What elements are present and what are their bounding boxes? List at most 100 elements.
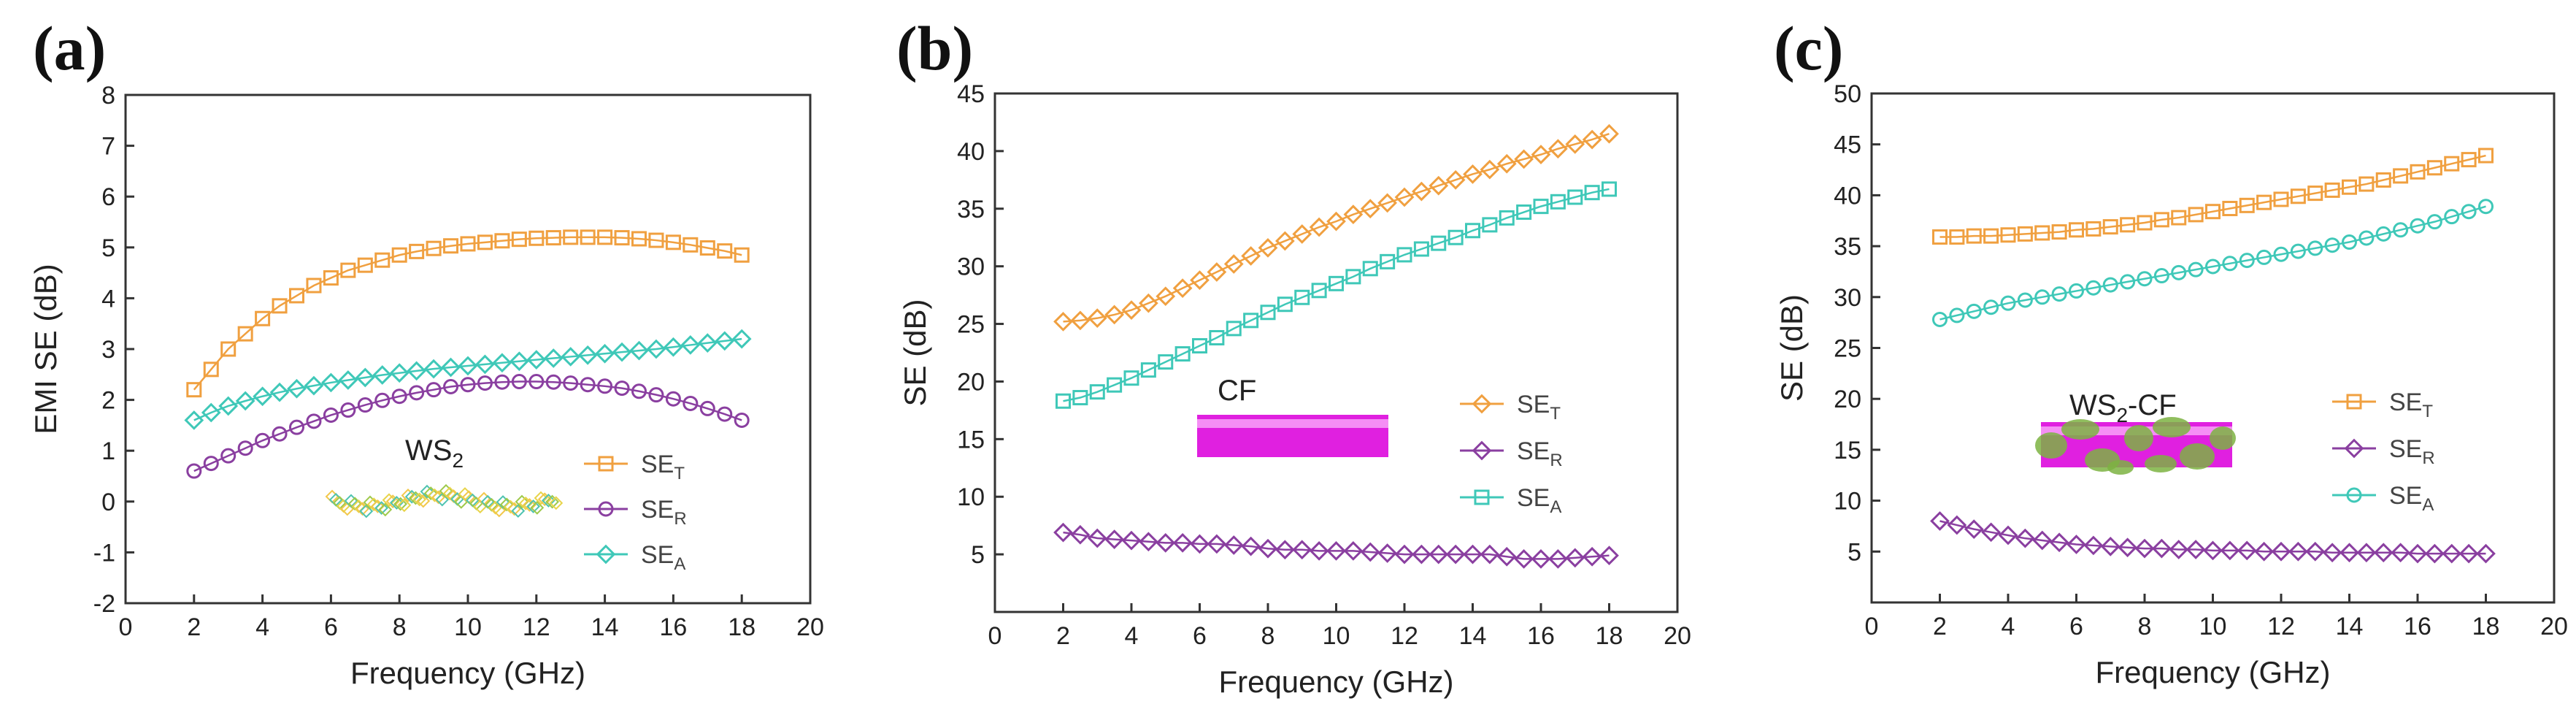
y-tick-label: 40 [957,138,985,166]
data-point [1121,300,1142,320]
data-point [272,298,288,314]
data-point [423,359,444,379]
data-point [2205,204,2221,220]
data-point [289,419,304,435]
inset-illustration: WS2 [325,435,564,518]
inset-label: CF [1218,375,1256,407]
data-point [2356,543,2377,563]
data-point [1496,546,1517,567]
y-tick-label: 50 [1834,80,1861,108]
x-tick-label: 16 [1527,622,1555,650]
inset-illustration: WS2-CF [2035,389,2236,475]
data-point [1292,224,1312,244]
x-tick-label: 6 [1193,622,1207,650]
data-point [2458,543,2479,564]
y-tick-label: 4 [101,285,115,313]
data-point [2120,274,2136,290]
x-tick-label: 14 [591,613,619,641]
data-point [2393,222,2409,238]
data-point [1277,296,1293,313]
inset-illustration: CF [1197,375,1388,457]
data-point [1123,370,1139,386]
x-tick-label: 16 [2404,613,2431,640]
data-point [2171,210,2187,226]
data-point [1362,261,1378,277]
ws2-flake-shape [439,483,453,498]
ws2-flake-shape [496,495,510,509]
data-point [1275,540,1295,560]
series-se-a [1932,199,2494,327]
y-tick-label: 45 [957,80,985,108]
data-point [441,357,461,378]
data-point [1514,549,1534,569]
data-point [255,432,271,448]
x-axis-title: Frequency (GHz) [350,656,585,690]
series-se-t [1053,123,1619,332]
data-point [1311,283,1327,299]
ws2-coating-blob [2035,432,2067,459]
data-point [269,382,290,402]
data-point [477,375,493,391]
data-point [2426,214,2442,230]
x-tick-label: 20 [1664,622,1691,650]
y-tick-label: 2 [101,387,115,415]
data-point [1140,362,1156,378]
data-point [2407,543,2428,564]
data-point [2410,164,2426,180]
data-point [1964,519,1984,540]
x-tick-label: 12 [2267,613,2295,640]
data-point [186,382,202,398]
data-point [2342,234,2357,250]
data-point [1260,305,1276,321]
data-point [357,257,373,273]
data-point [2203,540,2223,561]
series-se-r [186,374,750,479]
data-point [1258,538,1278,559]
ws2-flake-shape [515,494,529,509]
x-tick-label: 4 [255,613,269,641]
data-point [614,230,630,246]
series-line [1939,520,2486,555]
y-tick-label: 1 [101,437,115,465]
legend-entry-se-a: SEA [2332,482,2434,515]
data-point [717,406,733,422]
x-tick-label: 12 [1391,622,1418,650]
ws2-coating-blob [2153,417,2191,437]
data-point [2017,226,2033,242]
data-point [1275,231,1295,251]
x-tick-label: 8 [2138,613,2152,640]
data-point [2256,249,2272,265]
data-point [561,347,581,367]
series-line [1063,133,1610,323]
y-tick-label: 45 [1834,131,1861,159]
data-point [1582,129,1602,150]
data-point [2324,237,2340,253]
y-tick-label: 15 [1834,437,1861,464]
x-tick-label: 16 [659,613,687,641]
x-tick-label: 14 [1459,622,1487,650]
x-tick-label: 8 [1261,622,1275,650]
ws2-flake-shape [385,494,400,509]
data-point [2222,201,2238,217]
legend-label: SER [1517,437,1563,470]
data-point [715,331,735,351]
data-point [1056,393,1071,409]
x-tick-label: 6 [2069,613,2083,640]
data-point [494,374,510,390]
data-point [648,232,664,248]
data-point [1345,269,1361,285]
x-tick-label: 2 [1056,622,1070,650]
data-point [2188,261,2204,277]
ws2-coating-blob [2145,455,2177,472]
data-point [2256,194,2272,210]
data-point [1531,145,1551,164]
data-point [1413,241,1429,257]
data-point [612,342,632,362]
data-point [184,410,204,430]
legend-label: SET [1517,391,1561,424]
data-point [374,252,391,268]
data-point [2137,215,2153,231]
ws2-flake-shape [351,499,366,513]
ws2-flake-shape [382,493,396,508]
